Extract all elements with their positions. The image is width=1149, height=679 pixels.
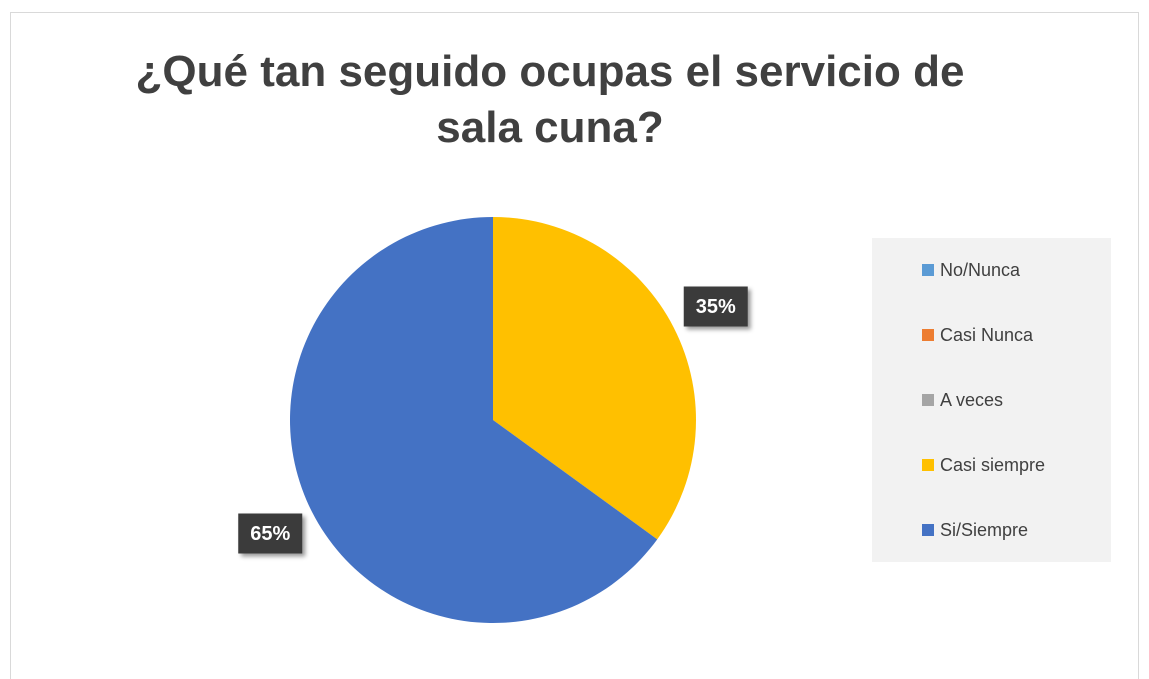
chart-title: ¿Qué tan seguido ocupas el servicio de s…: [135, 47, 965, 152]
legend-label: Si/Siempre: [940, 520, 1028, 540]
legend-label: Casi siempre: [940, 455, 1045, 475]
pie-slice: [289, 217, 658, 624]
legend-label: No/Nunca: [940, 260, 1021, 280]
data-label: 35%: [696, 296, 736, 318]
chart-frame: [10, 12, 1139, 679]
legend-swatch: [922, 459, 934, 471]
pie-slice: [493, 217, 696, 540]
legend-swatch: [922, 394, 934, 406]
legend-swatch: [922, 329, 934, 341]
data-label: 65%: [250, 523, 290, 545]
legend-label: A veces: [940, 390, 1003, 410]
legend-swatch: [922, 524, 934, 536]
legend-box: [872, 238, 1111, 562]
legend-swatch: [922, 264, 934, 276]
data-label-box: [238, 513, 303, 554]
data-label-box: [683, 286, 748, 327]
legend-label: Casi Nunca: [940, 325, 1034, 345]
